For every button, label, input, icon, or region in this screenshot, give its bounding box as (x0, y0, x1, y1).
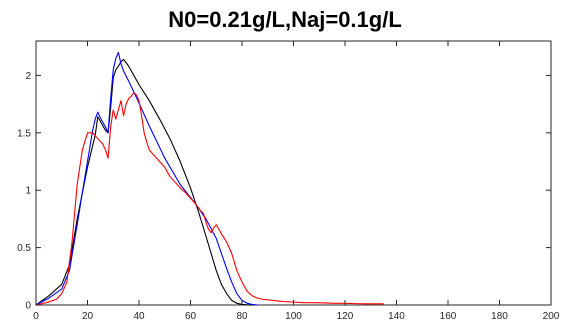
y-tick-label: 1 (25, 186, 31, 197)
plot-area-box (35, 40, 552, 306)
y-tick-label: 2 (25, 71, 31, 82)
x-tick-label: 100 (285, 311, 302, 322)
y-tick-label: 0.5 (17, 243, 31, 254)
x-tick-label: 200 (543, 311, 560, 322)
x-tick-label: 0 (33, 311, 39, 322)
x-tick-label: 160 (440, 311, 457, 322)
x-tick-label: 140 (388, 311, 405, 322)
y-tick-label: 0 (25, 301, 31, 312)
x-tick-label: 80 (236, 311, 248, 322)
series-line-1 (35, 51, 258, 306)
chart-title: N0=0.21g/L,Naj=0.1g/L (168, 7, 402, 32)
x-tick-label: 20 (82, 311, 94, 322)
series-line-2 (35, 92, 384, 306)
x-tick-label: 120 (337, 311, 354, 322)
x-tick-label: 180 (491, 311, 508, 322)
y-tick-label: 1.5 (17, 128, 31, 139)
x-tick-label: 40 (133, 311, 145, 322)
x-tick-label: 60 (185, 311, 197, 322)
